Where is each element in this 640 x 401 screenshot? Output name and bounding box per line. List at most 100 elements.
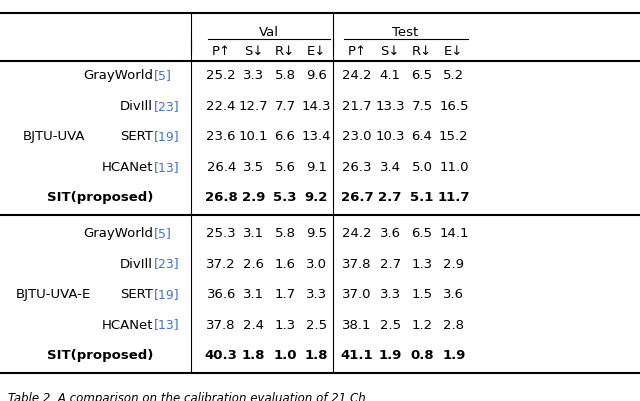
Text: 25.2: 25.2: [207, 69, 236, 82]
Text: 2.9: 2.9: [242, 191, 266, 204]
Text: [19]: [19]: [154, 130, 179, 143]
Text: 22.4: 22.4: [207, 99, 236, 113]
Text: 2.7: 2.7: [380, 257, 401, 270]
Text: 36.6: 36.6: [207, 287, 236, 300]
Text: 2.5: 2.5: [306, 318, 327, 331]
Text: 5.0: 5.0: [412, 160, 433, 173]
Text: 11.0: 11.0: [439, 160, 468, 173]
Text: 7.7: 7.7: [275, 99, 296, 113]
Text: 3.3: 3.3: [243, 69, 264, 82]
Text: 1.8: 1.8: [242, 348, 266, 361]
Text: DivIll: DivIll: [120, 257, 153, 270]
Text: 3.5: 3.5: [243, 160, 264, 173]
Text: BJTU-UVA: BJTU-UVA: [22, 130, 85, 143]
Text: 0.8: 0.8: [410, 348, 434, 361]
Text: R↓: R↓: [275, 45, 295, 58]
Text: 5.3: 5.3: [273, 191, 297, 204]
Text: 26.7: 26.7: [340, 191, 373, 204]
Text: 3.1: 3.1: [243, 227, 264, 239]
Text: 38.1: 38.1: [342, 318, 372, 331]
Text: 26.8: 26.8: [205, 191, 237, 204]
Text: Table 2. A comparison on the calibration evaluation of 21 Ch...: Table 2. A comparison on the calibration…: [8, 391, 377, 401]
Text: 26.4: 26.4: [207, 160, 236, 173]
Text: 1.3: 1.3: [412, 257, 433, 270]
Text: 2.4: 2.4: [243, 318, 264, 331]
Text: 1.9: 1.9: [442, 348, 465, 361]
Text: 3.6: 3.6: [380, 227, 401, 239]
Text: SIT(proposed): SIT(proposed): [47, 191, 153, 204]
Text: 4.1: 4.1: [380, 69, 401, 82]
Text: S↓: S↓: [244, 45, 264, 58]
Text: 37.8: 37.8: [342, 257, 372, 270]
Text: 5.8: 5.8: [275, 69, 296, 82]
Text: 5.1: 5.1: [410, 191, 434, 204]
Text: SERT: SERT: [120, 287, 153, 300]
Text: [23]: [23]: [154, 257, 179, 270]
Text: Test: Test: [392, 26, 419, 39]
Text: [13]: [13]: [154, 318, 179, 331]
Text: 13.4: 13.4: [301, 130, 331, 143]
Text: 9.2: 9.2: [305, 191, 328, 204]
Text: 1.2: 1.2: [412, 318, 433, 331]
Text: 6.5: 6.5: [412, 69, 433, 82]
Text: 1.8: 1.8: [305, 348, 328, 361]
Text: [5]: [5]: [154, 69, 172, 82]
Text: 1.3: 1.3: [275, 318, 296, 331]
Text: 11.7: 11.7: [438, 191, 470, 204]
Text: 9.6: 9.6: [306, 69, 326, 82]
Text: 15.2: 15.2: [439, 130, 468, 143]
Text: GrayWorld: GrayWorld: [83, 227, 153, 239]
Text: 1.9: 1.9: [378, 348, 402, 361]
Text: 16.5: 16.5: [439, 99, 468, 113]
Text: GrayWorld: GrayWorld: [83, 69, 153, 82]
Text: 1.6: 1.6: [275, 257, 296, 270]
Text: DivIll: DivIll: [120, 99, 153, 113]
Text: 23.6: 23.6: [207, 130, 236, 143]
Text: HCANet: HCANet: [102, 160, 153, 173]
Text: S↓: S↓: [380, 45, 400, 58]
Text: 5.8: 5.8: [275, 227, 296, 239]
Text: 7.5: 7.5: [412, 99, 433, 113]
Text: 3.6: 3.6: [444, 287, 464, 300]
Text: 3.1: 3.1: [243, 287, 264, 300]
Text: 3.4: 3.4: [380, 160, 401, 173]
Text: 40.3: 40.3: [205, 348, 237, 361]
Text: 12.7: 12.7: [239, 99, 269, 113]
Text: 10.1: 10.1: [239, 130, 268, 143]
Text: HCANet: HCANet: [102, 318, 153, 331]
Text: 26.3: 26.3: [342, 160, 372, 173]
Text: 2.6: 2.6: [243, 257, 264, 270]
Text: 24.2: 24.2: [342, 227, 372, 239]
Text: 41.1: 41.1: [340, 348, 373, 361]
Text: BJTU-UVA-E: BJTU-UVA-E: [16, 287, 92, 300]
Text: R↓: R↓: [412, 45, 432, 58]
Text: P↑: P↑: [212, 45, 231, 58]
Text: 2.8: 2.8: [444, 318, 464, 331]
Text: E↓: E↓: [307, 45, 326, 58]
Text: 37.8: 37.8: [207, 318, 236, 331]
Text: 1.0: 1.0: [273, 348, 297, 361]
Text: Val: Val: [259, 26, 278, 39]
Text: 9.1: 9.1: [306, 160, 326, 173]
Text: 37.2: 37.2: [207, 257, 236, 270]
Text: 5.2: 5.2: [444, 69, 465, 82]
Text: 25.3: 25.3: [207, 227, 236, 239]
Text: 6.5: 6.5: [412, 227, 433, 239]
Text: 2.7: 2.7: [378, 191, 402, 204]
Text: 9.5: 9.5: [306, 227, 326, 239]
Text: 5.6: 5.6: [275, 160, 296, 173]
Text: 14.3: 14.3: [301, 99, 331, 113]
Text: 13.3: 13.3: [375, 99, 405, 113]
Text: 1.5: 1.5: [412, 287, 433, 300]
Text: [23]: [23]: [154, 99, 179, 113]
Text: 37.0: 37.0: [342, 287, 372, 300]
Text: E↓: E↓: [444, 45, 463, 58]
Text: [5]: [5]: [154, 227, 172, 239]
Text: SIT(proposed): SIT(proposed): [47, 348, 153, 361]
Text: [13]: [13]: [154, 160, 179, 173]
Text: SERT: SERT: [120, 130, 153, 143]
Text: [19]: [19]: [154, 287, 179, 300]
Text: 1.7: 1.7: [275, 287, 296, 300]
Text: 3.3: 3.3: [306, 287, 327, 300]
Text: 21.7: 21.7: [342, 99, 372, 113]
